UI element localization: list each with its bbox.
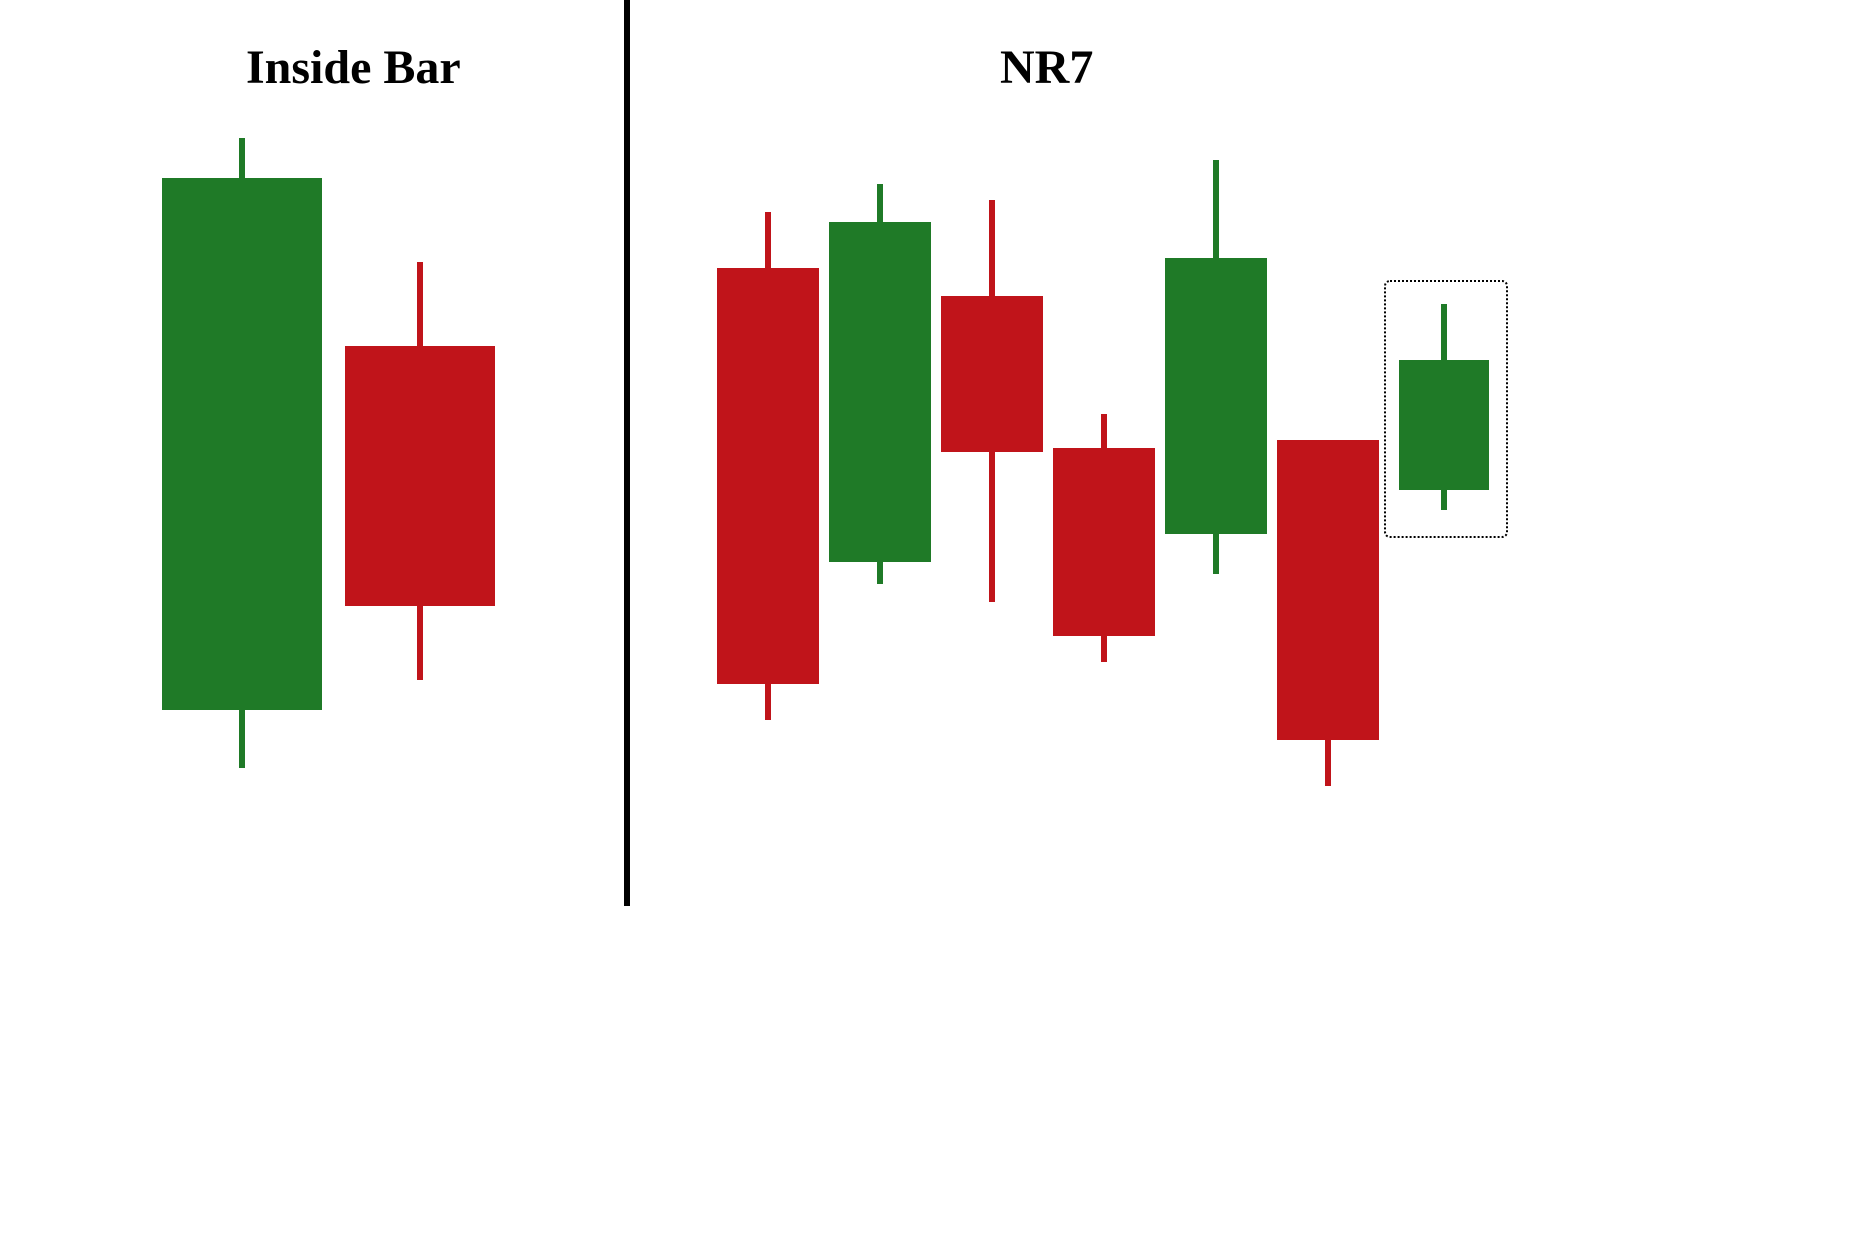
title-right: NR7 <box>1000 40 1093 95</box>
right-candle-r4-body <box>1053 448 1155 636</box>
nr7-highlight-box <box>1384 280 1508 538</box>
left-candle-l1-body <box>162 178 322 710</box>
right-candle-r6-body <box>1277 440 1379 740</box>
chart-stage: Inside Bar NR7 <box>0 0 1874 1246</box>
panel-divider <box>624 0 630 906</box>
right-candle-r3-body <box>941 296 1043 452</box>
right-candle-r2-body <box>829 222 931 562</box>
right-candle-r5-body <box>1165 258 1267 534</box>
title-left: Inside Bar <box>246 40 461 95</box>
left-candle-l2-body <box>345 346 495 606</box>
right-candle-r1-body <box>717 268 819 684</box>
